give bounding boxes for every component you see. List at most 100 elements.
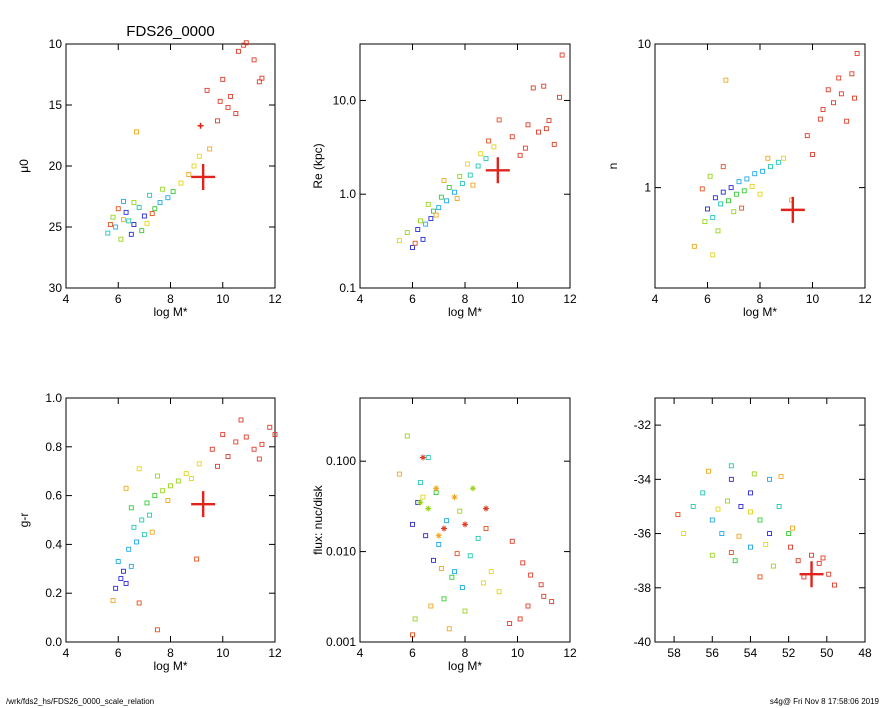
plot-frame bbox=[359, 397, 571, 643]
data-point-red bbox=[852, 95, 857, 101]
data-point bbox=[113, 585, 119, 591]
data-point bbox=[728, 463, 734, 469]
y-tick-label: 0.001 bbox=[326, 635, 356, 649]
x-tick-label: 12 bbox=[268, 646, 282, 660]
data-point bbox=[428, 216, 434, 222]
data-point bbox=[496, 117, 502, 123]
data-point bbox=[470, 182, 476, 188]
data-point bbox=[121, 198, 126, 204]
data-point bbox=[121, 568, 126, 574]
data-point-red bbox=[836, 75, 842, 81]
footer-file-path: /wrk/fds2_hs/FDS26_0000_scale_relation bbox=[6, 697, 155, 706]
galaxy-marker-cross bbox=[799, 561, 824, 588]
x-tick-label: 6 bbox=[704, 292, 711, 306]
plot-frame bbox=[65, 397, 276, 643]
data-point bbox=[710, 214, 716, 220]
data-point bbox=[446, 185, 452, 190]
y-tick-label: 10 bbox=[638, 37, 652, 51]
scatter-panel-5: 4 6 8 10 12 0.001 0.010 0.100 log M* flux: nuc/di… bbox=[311, 397, 577, 673]
data-point bbox=[147, 192, 153, 198]
x-tick-label: 12 bbox=[563, 292, 577, 306]
data-point bbox=[436, 205, 442, 211]
data-point bbox=[170, 189, 176, 195]
data-point bbox=[728, 185, 734, 191]
data-point-red bbox=[538, 582, 544, 588]
y-tick-label: 10.0 bbox=[333, 93, 357, 107]
y-tick-label: 10 bbox=[49, 37, 63, 51]
data-point-red bbox=[509, 538, 515, 544]
data-point-red bbox=[541, 83, 547, 89]
y-axis-label: flux: nuc/disk bbox=[311, 484, 325, 554]
chart-title: FDS26_0000 bbox=[126, 23, 214, 40]
data-point bbox=[459, 181, 465, 186]
data-point bbox=[480, 580, 486, 586]
x-axis-label: log M* bbox=[448, 659, 482, 673]
data-point-red bbox=[241, 42, 247, 48]
data-point bbox=[126, 546, 132, 552]
y-tick-label: -36 bbox=[634, 527, 652, 541]
y-tick-label: 0.0 bbox=[45, 635, 62, 649]
data-point bbox=[194, 556, 200, 562]
data-point-red bbox=[541, 593, 547, 599]
data-point bbox=[107, 222, 113, 228]
data-point bbox=[757, 191, 763, 197]
data-point bbox=[438, 194, 444, 200]
data-point bbox=[131, 200, 137, 206]
data-point-red bbox=[536, 129, 541, 135]
data-point bbox=[417, 218, 423, 224]
data-point bbox=[433, 212, 439, 218]
footer-timestamp: s4g@ Fri Nov 8 17:58:06 2019 bbox=[769, 697, 879, 706]
x-tick-label: 58 bbox=[667, 646, 681, 660]
y-tick-label: 25 bbox=[49, 220, 63, 234]
data-point bbox=[410, 245, 415, 251]
data-point bbox=[757, 574, 763, 580]
data-point-red bbox=[228, 94, 234, 99]
data-point-red bbox=[832, 582, 837, 588]
data-point bbox=[134, 129, 139, 135]
data-point bbox=[465, 161, 471, 167]
data-point bbox=[705, 206, 710, 212]
data-point bbox=[709, 552, 715, 558]
data-point bbox=[186, 172, 192, 177]
data-point bbox=[105, 230, 111, 236]
y-tick-label: -40 bbox=[634, 635, 652, 649]
galaxy-marker-cross bbox=[780, 196, 805, 223]
y-axis-label: Re (kpc) bbox=[311, 143, 325, 188]
data-point-red bbox=[854, 50, 860, 56]
data-point bbox=[136, 205, 142, 210]
plot-frame bbox=[65, 43, 276, 289]
star-point bbox=[417, 499, 424, 506]
data-point-red bbox=[801, 574, 807, 580]
data-point bbox=[681, 531, 687, 537]
x-tick-label: 4 bbox=[357, 292, 364, 306]
data-point bbox=[781, 155, 787, 161]
data-point-red bbox=[522, 145, 528, 151]
data-point bbox=[126, 218, 132, 224]
highlight-point bbox=[197, 122, 204, 129]
data-point bbox=[141, 532, 147, 538]
data-point bbox=[131, 524, 137, 530]
data-point bbox=[196, 153, 202, 159]
y-tick-label: -38 bbox=[634, 581, 652, 595]
x-tick-label: 48 bbox=[858, 646, 872, 660]
data-point bbox=[488, 569, 494, 575]
data-point bbox=[751, 471, 757, 477]
data-point bbox=[462, 608, 468, 614]
scatter-panel-4: 4 6 8 10 12 0.0 0.2 0.4 0.6 0.8 1.0 log M* g-r bbox=[17, 391, 282, 673]
data-point-red bbox=[551, 141, 557, 147]
data-point-red bbox=[559, 52, 565, 58]
data-point bbox=[420, 494, 426, 500]
star-point bbox=[425, 505, 432, 512]
data-point bbox=[786, 531, 792, 537]
data-point bbox=[396, 471, 402, 477]
data-point-red bbox=[810, 152, 815, 157]
data-point bbox=[136, 466, 142, 472]
data-point-red bbox=[525, 603, 531, 609]
x-tick-label: 6 bbox=[115, 292, 122, 306]
data-point bbox=[165, 195, 171, 201]
y-tick-label: 0.8 bbox=[45, 440, 62, 454]
data-point bbox=[475, 535, 481, 541]
data-point-red bbox=[820, 107, 826, 112]
data-point bbox=[723, 77, 729, 83]
data-point bbox=[710, 252, 716, 258]
